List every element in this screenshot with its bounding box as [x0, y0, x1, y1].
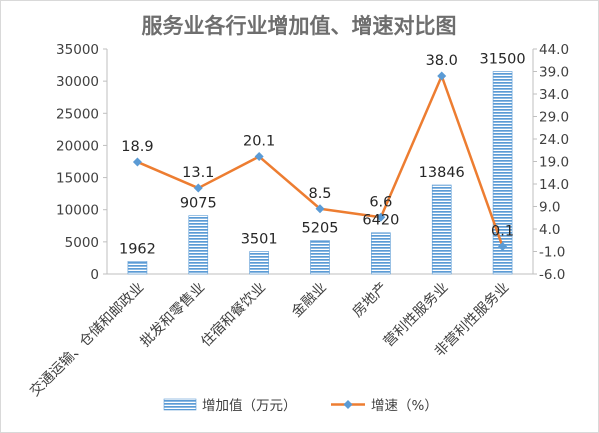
bar [188, 215, 209, 275]
left-tick-label: 5000 [65, 235, 99, 251]
bar-data-label: 3501 [241, 231, 278, 247]
left-tick-label: 20000 [56, 138, 99, 154]
right-tick-label: 4.0 [539, 222, 560, 238]
bar [127, 261, 148, 275]
category-label: 房地产 [350, 280, 391, 321]
right-tick-label: -1.0 [539, 245, 565, 261]
left-tick-label: 15000 [56, 171, 99, 187]
line-point [498, 242, 508, 252]
legend-swatch-marker [343, 400, 353, 409]
line-data-label: 20.1 [243, 134, 275, 150]
line-point [437, 71, 447, 81]
right-tick-label: 9.0 [539, 200, 560, 216]
bar-data-label: 9075 [180, 196, 217, 212]
line-data-label: 0.1 [491, 224, 514, 240]
line-point [132, 157, 142, 167]
legend-swatch-bar [163, 398, 197, 411]
line-point [376, 212, 386, 222]
line-data-label: 8.5 [308, 186, 331, 202]
right-tick-label: 24.0 [539, 132, 569, 148]
bar-data-label: 31500 [480, 52, 526, 68]
bar [249, 251, 269, 275]
bar [492, 71, 513, 275]
right-tick-label: 39.0 [539, 65, 569, 81]
line-point [315, 204, 325, 214]
line-data-label: 6.6 [369, 194, 392, 210]
right-tick-label: 34.0 [539, 87, 569, 103]
plot-area: 0 5000 10000 15000 20000 25000 30000 35000 -6.0 -… [26, 42, 569, 400]
left-tick-label: 30000 [56, 74, 99, 90]
bar-data-label: 6420 [362, 213, 399, 229]
category-label: 批发和零售业 [137, 280, 208, 351]
right-tick-label: 14.0 [539, 177, 569, 193]
left-tick-label: 25000 [56, 106, 99, 122]
line-data-label: 38.0 [426, 53, 458, 69]
chart-title: 服务业各行业增加值、增速对比图 [142, 13, 457, 38]
category-label: 交通运输、仓储和邮政业 [26, 279, 147, 400]
left-tick-label: 10000 [56, 203, 99, 219]
bar-data-label: 5205 [302, 221, 339, 237]
right-tick-label: 29.0 [539, 110, 569, 126]
bar [431, 184, 452, 275]
category-label: 金融业 [289, 280, 330, 321]
left-tick-label: 35000 [56, 42, 99, 58]
left-tick-label: 0 [90, 267, 99, 283]
right-tick-label: 44.0 [539, 42, 569, 58]
right-tick-label: -6.0 [539, 267, 565, 283]
right-tick-label: 19.0 [539, 155, 569, 171]
legend-label-line: 增速（%） [371, 398, 438, 414]
line-point [193, 183, 203, 193]
line-data-label: 13.1 [182, 165, 214, 181]
legend-label-bar: 增加值（万元） [202, 398, 297, 414]
bar [310, 240, 330, 275]
line-data-label: 18.9 [121, 139, 153, 155]
bar [371, 232, 391, 275]
bar-data-label: 1962 [119, 241, 156, 257]
bar-data-label: 13846 [419, 165, 465, 181]
legend: 增加值（万元） 增速（%） [163, 398, 438, 414]
line-point [254, 152, 264, 162]
category-label: 住宿和餐饮业 [198, 279, 269, 350]
